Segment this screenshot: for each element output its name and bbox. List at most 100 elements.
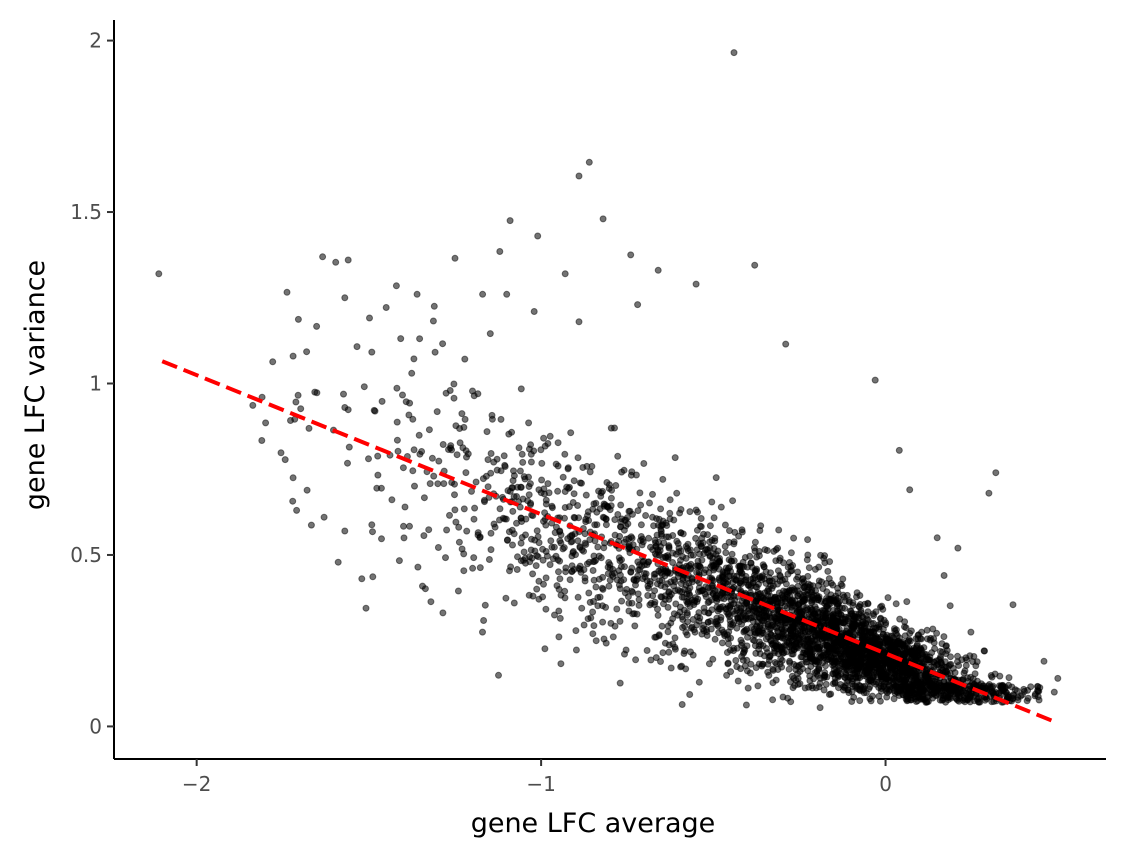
data-point — [827, 690, 835, 698]
data-point — [460, 505, 468, 513]
data-point — [382, 304, 390, 311]
data-point — [760, 617, 768, 625]
data-point — [665, 543, 673, 551]
data-point — [724, 659, 732, 667]
data-point — [504, 536, 511, 544]
data-point — [704, 618, 712, 626]
data-point — [698, 556, 706, 564]
data-point — [476, 533, 484, 541]
data-point — [895, 692, 903, 699]
data-point — [447, 444, 454, 452]
data-point — [496, 505, 504, 513]
data-point — [369, 573, 377, 581]
data-point — [931, 658, 938, 666]
data-point — [654, 266, 662, 274]
data-point — [559, 473, 567, 481]
data-point — [461, 415, 469, 423]
data-point — [903, 693, 910, 700]
data-point — [609, 633, 617, 641]
data-point — [889, 664, 897, 672]
data-point — [632, 581, 639, 589]
data-point — [399, 464, 407, 472]
data-point — [400, 534, 408, 542]
data-point — [955, 662, 963, 669]
data-point — [529, 592, 537, 600]
data-point — [664, 552, 672, 559]
data-point — [258, 437, 266, 444]
data-point — [313, 389, 321, 397]
data-point — [580, 621, 588, 629]
data-point — [815, 664, 823, 672]
data-point — [627, 251, 635, 259]
data-point — [416, 450, 424, 458]
data-point — [621, 563, 628, 571]
y-tick-label: 0 — [89, 714, 102, 738]
data-point — [566, 483, 573, 491]
data-point — [848, 688, 856, 696]
data-point — [896, 615, 904, 623]
data-point — [611, 516, 619, 524]
data-point — [703, 626, 710, 633]
data-point — [464, 450, 472, 458]
data-point — [828, 655, 835, 663]
data-point — [806, 672, 814, 680]
data-point — [532, 562, 540, 570]
data-point — [867, 662, 875, 670]
data-point — [779, 693, 787, 701]
data-point — [752, 608, 760, 616]
data-point — [824, 567, 832, 575]
data-point — [741, 662, 749, 670]
data-point — [962, 689, 970, 697]
data-point — [413, 290, 421, 298]
data-point — [628, 534, 636, 542]
data-point — [537, 489, 545, 497]
data-point — [585, 517, 593, 524]
data-point — [862, 619, 870, 627]
data-point — [753, 553, 761, 561]
data-point — [1013, 687, 1021, 695]
data-point — [779, 593, 787, 601]
data-point — [840, 686, 847, 694]
data-point — [620, 526, 628, 534]
data-point — [509, 484, 517, 492]
data-point — [362, 604, 370, 612]
data-point — [1024, 694, 1032, 702]
data-point — [967, 628, 975, 636]
data-point — [277, 449, 285, 457]
data-point — [867, 697, 875, 705]
data-point — [781, 575, 789, 583]
data-point — [269, 358, 277, 366]
data-point — [709, 590, 717, 598]
data-point — [589, 630, 597, 638]
data-point — [954, 696, 961, 704]
data-point — [493, 455, 501, 463]
data-point — [320, 513, 328, 521]
data-point — [933, 629, 941, 637]
data-point — [647, 656, 655, 664]
data-point — [426, 480, 434, 488]
data-point — [334, 558, 342, 566]
data-point — [409, 415, 417, 423]
data-point — [502, 515, 510, 523]
data-point — [401, 503, 409, 511]
data-point — [796, 680, 804, 688]
data-point — [1009, 695, 1017, 703]
data-point — [677, 506, 685, 513]
data-point — [319, 253, 327, 261]
data-point — [782, 340, 790, 348]
data-point — [658, 570, 666, 578]
data-point — [442, 389, 450, 397]
data-point — [358, 575, 366, 583]
data-point — [743, 656, 751, 664]
data-point — [708, 596, 716, 604]
data-point — [533, 527, 541, 535]
data-point — [574, 537, 582, 545]
data-point — [859, 686, 867, 694]
data-point — [429, 317, 437, 325]
data-point — [470, 554, 478, 562]
data-point — [590, 598, 597, 605]
data-point — [700, 604, 708, 612]
data-point — [946, 602, 954, 610]
data-point — [525, 491, 533, 499]
data-point — [841, 604, 849, 612]
